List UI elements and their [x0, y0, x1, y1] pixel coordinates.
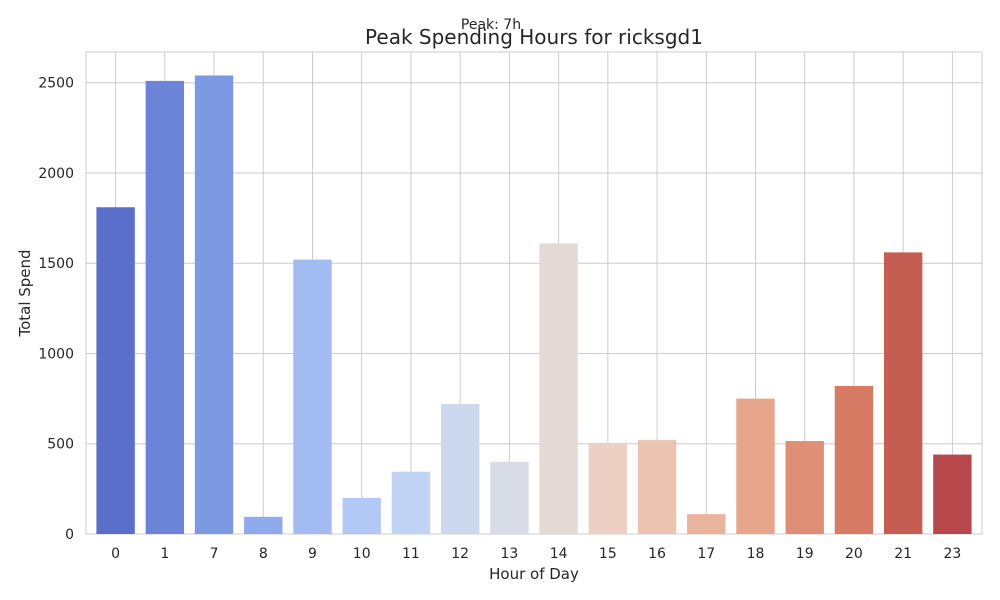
x-tick-label: 7	[210, 546, 219, 562]
x-tick-label: 1	[160, 546, 169, 562]
bar-hour-10	[342, 497, 381, 534]
y-axis-label: Total Spend	[16, 249, 34, 337]
x-axis-label: Hour of Day	[489, 565, 579, 583]
y-tick-label: 1500	[38, 256, 74, 272]
bar-hour-8	[244, 516, 283, 534]
y-tick-label: 500	[47, 437, 74, 453]
x-tick-label: 15	[599, 546, 617, 562]
x-tick-label: 11	[402, 546, 420, 562]
bar-hour-15	[588, 442, 628, 534]
bar-hour-21	[883, 252, 923, 534]
x-tick-label: 12	[451, 546, 469, 562]
bar-hour-20	[834, 385, 874, 534]
y-tick-label: 2000	[38, 166, 74, 182]
x-tick-labels: 0 1 7 8 9 10 11 12 13 14 15 16 17 18 19 20 21 23	[111, 546, 961, 562]
bar-hour-16	[637, 440, 677, 534]
bar-hour-19	[785, 441, 824, 534]
y-tick-labels: 0 500 1000 1500 2000 2500	[38, 76, 74, 543]
bar-hour-11	[391, 471, 431, 534]
bar-hour-14	[539, 243, 578, 534]
x-tick-label: 14	[550, 546, 568, 562]
x-tick-label: 0	[111, 546, 120, 562]
bar-hour-13	[490, 461, 529, 534]
x-tick-label: 18	[747, 546, 765, 562]
bar-hour-17	[687, 514, 726, 534]
bar-hour-12	[440, 404, 480, 534]
bar-hour-7	[194, 75, 234, 534]
chart-title: Peak Spending Hours for ricksgd1	[365, 25, 703, 49]
bar-hour-23	[933, 454, 972, 534]
bar-hour-1	[145, 80, 185, 534]
y-tick-label: 1000	[38, 346, 74, 362]
x-tick-label: 10	[353, 546, 371, 562]
x-tick-label: 9	[308, 546, 317, 562]
x-tick-label: 19	[796, 546, 814, 562]
x-tick-label: 23	[943, 546, 961, 562]
plot-area	[85, 51, 983, 535]
x-tick-label: 8	[259, 546, 268, 562]
x-tick-label: 16	[648, 546, 666, 562]
y-tick-label: 2500	[38, 76, 74, 92]
x-tick-label: 20	[845, 546, 863, 562]
y-tick-label: 0	[65, 527, 74, 543]
bar-hour-9	[293, 259, 332, 534]
peak-annotation: Peak: 7h	[461, 17, 521, 33]
x-tick-label: 21	[894, 546, 912, 562]
bar-hour-18	[736, 398, 775, 534]
bar-hour-0	[96, 207, 135, 535]
bars	[96, 75, 972, 535]
x-tick-label: 17	[697, 546, 715, 562]
x-tick-label: 13	[500, 546, 518, 562]
